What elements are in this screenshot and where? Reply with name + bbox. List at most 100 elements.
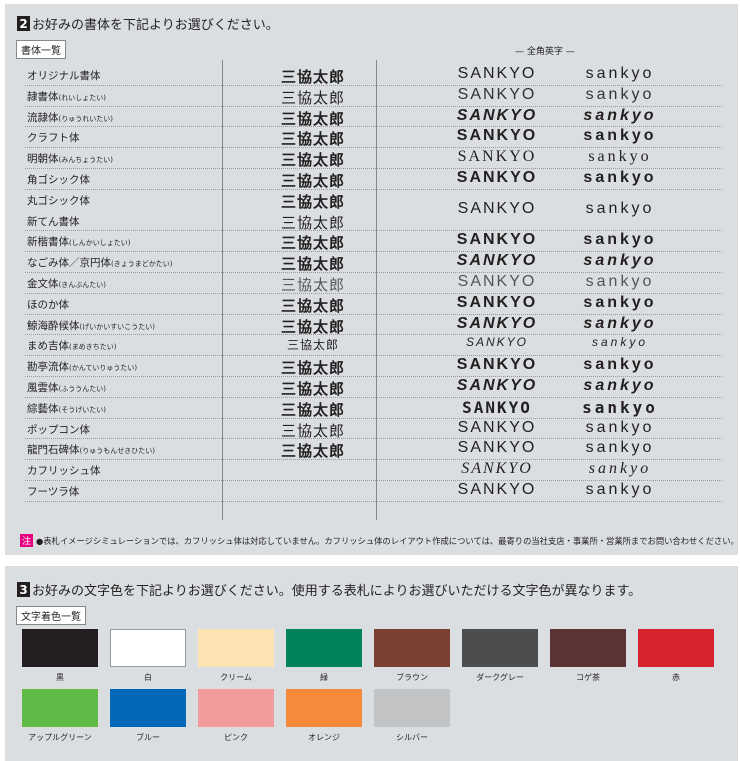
font-row[interactable]: ポップコン体 三協太郎 SANKYO sankyo <box>25 419 722 440</box>
lower-latin-sample: sankyo <box>583 127 657 145</box>
kanji-sample: 三協太郎 <box>280 442 345 461</box>
color-list-tag: 文字着色一覧 <box>16 606 86 625</box>
color-swatch[interactable] <box>110 689 186 727</box>
font-name: 龍門石碑体(りゅうもんせきひたい) <box>27 444 155 457</box>
color-name: アップルグリーン <box>28 733 92 742</box>
font-name: 鯨海酔候体(げいかいすいこうたい) <box>27 319 155 332</box>
kanji-sample: 三協太郎 <box>280 421 345 440</box>
font-row[interactable]: 新てん書体 三協太郎 <box>25 211 722 232</box>
color-name: オレンジ <box>308 733 340 742</box>
kanji-sample: 三協太郎 <box>280 317 345 336</box>
font-name: 明朝体(みんちょうたい) <box>27 153 113 166</box>
color-swatch[interactable] <box>286 629 362 667</box>
kanji-sample: 三協太郎 <box>280 380 345 398</box>
font-row[interactable]: 隷書体(れいしょたい) 三協太郎 SANKYO sankyo <box>25 86 722 107</box>
font-row[interactable]: 龍門石碑体(りゅうもんせきひたい) 三協太郎 SANKYO sankyo <box>25 439 722 460</box>
kanji-sample: 三協太郎 <box>280 213 345 232</box>
section-heading: 3 お好みの文字色を下記よりお選びください。使用する表札によりお選びいただける文字… <box>17 580 641 599</box>
section-heading: 2 お好みの書体を下記よりお選びください。 <box>17 14 279 33</box>
font-name: 新てん書体 <box>27 215 80 228</box>
color-swatch[interactable] <box>110 629 186 667</box>
color-name: ブラウン <box>396 673 428 682</box>
font-name: 角ゴシック体 <box>27 174 90 186</box>
color-swatch[interactable] <box>198 689 274 727</box>
font-row[interactable]: 綜藝体(そうげいたい) 三協太郎 SANKYO sankyo <box>25 398 722 419</box>
font-row[interactable]: ほのか体 三協太郎 SANKYO sankyo <box>25 294 722 315</box>
font-row[interactable]: フーツラ体 SANKYO sankyo <box>25 481 722 502</box>
font-row[interactable]: なごみ体／京円体(きょうまどかたい) 三協太郎 SANKYO sankyo <box>25 252 722 273</box>
kanji-sample: 三協太郎 <box>280 296 345 315</box>
font-row[interactable]: 新楷書体(しんかいしょたい) 三協太郎 SANKYO sankyo <box>25 231 722 252</box>
font-name: なごみ体／京円体(きょうまどかたい) <box>27 257 173 270</box>
color-name: ダークグレー <box>476 673 524 682</box>
font-row[interactable]: まめ吉体(まめきちたい) 三協太郎 SANKYO sankyo <box>25 335 722 357</box>
font-name: オリジナル書体 <box>27 70 101 82</box>
color-swatch[interactable] <box>22 629 98 667</box>
kanji-sample: 三協太郎 <box>280 88 345 107</box>
step-number: 2 <box>17 16 30 31</box>
section-title: お好みの書体を下記よりお選びください。 <box>32 18 279 33</box>
font-row[interactable]: クラフト体 三協太郎 SANKYO sankyo <box>25 127 722 148</box>
lower-latin-sample: sankyo <box>585 85 655 103</box>
upper-latin-sample: SANKYO <box>462 397 532 417</box>
color-name: シルバー <box>396 733 428 742</box>
font-row[interactable]: 金文体(きんぶんたい) 三協太郎 SANKYO sankyo <box>25 273 722 294</box>
lower-latin-sample: sankyo <box>585 439 655 457</box>
font-row[interactable]: 勘亭流体(かんていりゅうたい) 三協太郎 SANKYO sankyo <box>25 356 722 377</box>
color-swatch[interactable] <box>286 689 362 727</box>
lower-latin-sample: sankyo <box>583 252 657 270</box>
font-name: 新楷書体(しんかいしょたい) <box>27 236 131 249</box>
font-name: 金文体(きんぶんたい) <box>27 278 106 290</box>
upper-latin-sample: SANKYO <box>456 169 538 186</box>
color-name: 緑 <box>320 673 328 682</box>
lower-latin-sample: sankyo <box>583 314 657 332</box>
color-swatch[interactable] <box>374 629 450 667</box>
font-row[interactable]: 丸ゴシック体 三協太郎 SANKYO sankyo <box>25 190 722 217</box>
color-swatch[interactable] <box>462 629 538 667</box>
upper-latin-sample: SANKYO <box>456 377 538 394</box>
kanji-sample: 三協太郎 <box>280 276 345 294</box>
lower-latin-sample: sankyo <box>588 460 652 478</box>
font-row[interactable]: オリジナル書体 三協太郎 SANKYO sankyo <box>25 65 722 86</box>
font-selection-panel: 2 お好みの書体を下記よりお選びください。 書体一覧 — 全角英字 — オリジナル… <box>5 4 739 555</box>
kanji-sample: 三協太郎 <box>280 151 345 170</box>
upper-latin-sample: SANKYO <box>456 127 538 145</box>
color-selection-panel: 3 お好みの文字色を下記よりお選びください。使用する表札によりお選びいただける文字… <box>5 566 738 761</box>
font-name: クラフト体 <box>27 132 80 145</box>
font-row[interactable]: 鯨海酔候体(げいかいすいこうたい) 三協太郎 SANKYO sankyo <box>25 315 722 336</box>
font-name: 丸ゴシック体 <box>27 194 90 207</box>
upper-latin-sample: SANKYO <box>456 106 538 124</box>
color-swatch[interactable] <box>638 629 714 667</box>
font-name: 勘亭流体(かんていりゅうたい) <box>27 361 138 374</box>
color-name: ブルー <box>136 733 160 742</box>
lower-latin-sample: sankyo <box>583 169 657 186</box>
latin-header: — 全角英字 — <box>515 47 575 57</box>
font-row[interactable]: カフリッシュ体 SANKYO sankyo <box>25 460 722 481</box>
color-swatch[interactable] <box>198 629 274 667</box>
upper-latin-sample: SANKYO <box>465 335 528 350</box>
color-swatch[interactable] <box>550 629 626 667</box>
upper-latin-sample: SANKYO <box>457 85 537 103</box>
font-name: ポップコン体 <box>27 423 90 436</box>
section-title: お好みの文字色を下記よりお選びください。使用する表札によりお選びいただける文字色… <box>32 584 642 599</box>
font-name: ほのか体 <box>27 298 69 311</box>
font-row[interactable]: 風雲体(ふううんたい) 三協太郎 SANKYO sankyo <box>25 377 722 398</box>
font-name: 風雲体(ふううんたい) <box>27 382 106 394</box>
font-row[interactable]: 明朝体(みんちょうたい) 三協太郎 SANKYO sankyo <box>25 148 722 169</box>
upper-latin-sample: SANKYO <box>457 199 537 217</box>
font-name: 流隷体(りゅうれいたい) <box>27 111 113 124</box>
lower-latin-sample: sankyo <box>588 148 652 166</box>
upper-latin-sample: SANKYO <box>456 252 538 270</box>
font-name: まめ吉体(まめきちたい) <box>27 340 117 353</box>
lower-latin-sample: sankyo <box>583 377 657 394</box>
font-row[interactable]: 流隷体(りゅうれいたい) 三協太郎 SANKYO sankyo <box>25 107 722 128</box>
color-swatch[interactable] <box>374 689 450 727</box>
kanji-sample: 三協太郎 <box>280 234 345 253</box>
color-swatch[interactable] <box>22 689 98 727</box>
kanji-sample: 三協太郎 <box>280 68 345 86</box>
kanji-sample: 三協太郎 <box>280 255 345 274</box>
kanji-sample: 三協太郎 <box>280 192 345 211</box>
kanji-sample: 三協太郎 <box>280 109 345 128</box>
upper-latin-sample: SANKYO <box>457 481 537 498</box>
font-row[interactable]: 角ゴシック体 三協太郎 SANKYO sankyo <box>25 169 722 190</box>
